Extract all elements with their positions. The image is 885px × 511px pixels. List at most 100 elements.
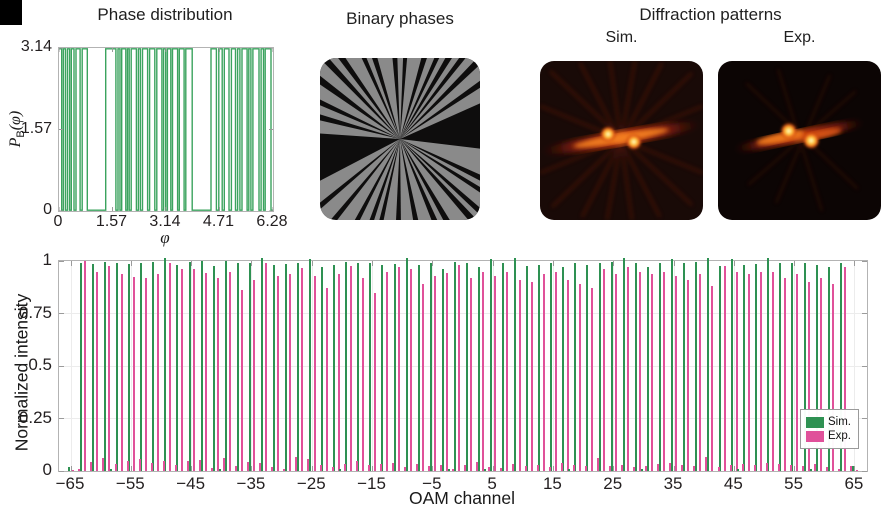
noise-bar-sim [447,469,450,471]
phase-wedge [320,63,400,139]
spectrum-ytick-label: 0 [42,460,52,479]
noise-bar-sim [339,468,342,471]
noise-bar-exp [162,460,165,471]
noise-bar-exp [681,464,684,471]
bar-exp [446,272,449,471]
x-tick-mark [673,466,675,471]
corner-black-box [0,0,22,25]
binary-phase-wheel-image [320,58,480,220]
noise-bar-exp [826,467,828,471]
phase-ytick-label: 3.14 [20,38,52,55]
noise-bar-sim [483,468,486,471]
noise-bar-exp [512,463,515,471]
x-tick-mark-top [372,261,374,266]
phase-wedge [400,139,464,220]
bar-exp [458,265,461,471]
bar-exp [385,271,388,471]
phase-ytick-label: 0 [43,201,52,218]
bar-exp [156,273,159,471]
bar-sim [212,266,215,471]
noise-bar-exp [608,465,611,471]
diffraction-sim-label: Sim. [605,29,638,46]
phase-wedge [320,58,400,139]
x-tick-mark-top [733,261,735,266]
sim-pattern [540,61,703,220]
bar-sim [502,263,504,471]
bar-exp [542,273,545,471]
bar-exp [397,267,400,471]
wheel-wedges [320,58,480,220]
bar-sim [393,264,396,471]
bar-sim [453,262,456,471]
phase-tick-marks [59,48,273,211]
phase-wedge [400,58,480,139]
phase-wedge [320,108,400,139]
spectrum-xtick-label: −15 [357,474,386,493]
y-tick-mark-right [862,418,867,419]
bar-exp [530,282,533,471]
bar-exp [301,268,304,471]
bar-sim [321,267,324,471]
spectrum-xtick-label: −5 [422,474,442,493]
bar-sim [333,265,336,471]
phase-panel-title: Phase distribution [97,5,233,24]
noise-bar-exp [247,461,250,471]
gridline-horizontal [59,418,867,419]
bar-exp [771,271,774,471]
noise-bar-exp [488,466,491,471]
bar-exp [192,269,195,471]
bar-sim [429,263,432,471]
bar-sim [284,264,287,471]
x-tick-mark-top [130,261,132,266]
noise-bar-exp [102,458,105,471]
x-tick-mark-top [613,261,615,266]
x-tick-mark [251,466,253,471]
x-tick-mark-top [311,261,313,266]
phase-xtick-label: 0 [53,213,63,230]
noise-bar-exp [560,462,563,471]
noise-bar-exp [295,457,298,471]
phase-wedge [400,66,480,139]
y-tick-mark [59,470,64,472]
bar-exp [204,272,207,471]
bar-sim [116,263,119,471]
bar-sim [67,466,70,471]
bar-sim [526,266,529,471]
phase-wedge [363,58,400,139]
bar-sim [309,258,312,471]
bar-sim [574,263,577,471]
x-tick-mark [372,466,374,471]
bar-exp [795,273,798,471]
phase-ytick-label: 1.57 [20,119,52,137]
bar-sim [92,264,94,471]
bar-exp [747,273,750,471]
bar-exp [723,266,726,471]
y-tick-mark [59,418,64,419]
noise-bar-sim [218,469,221,471]
phase-ylabel-sub: B [15,130,28,138]
phase-wedge [400,139,480,220]
x-tick-mark [191,466,193,471]
binary-panel-title: Binary phases [346,9,454,28]
bar-exp [807,282,810,471]
bar-exp [651,273,654,471]
noise-bar-exp [126,460,129,471]
noise-bar-exp [536,464,539,471]
bar-exp [120,273,123,471]
bar-exp [180,269,183,471]
bar-sim [164,257,167,471]
spectrum-xtick-label: 15 [542,474,562,493]
bar-sim [128,264,131,471]
phase-wedge [320,139,400,220]
x-tick-mark [794,466,796,471]
legend-row-exp: Exp. [805,430,851,442]
bar-sim [598,263,601,471]
phase-xtick-label: 3.14 [149,213,181,230]
noise-bar-exp [850,466,853,471]
bar-exp [265,263,268,471]
bar-exp [614,273,617,471]
bar-sim [489,258,492,471]
phase-wedge [400,58,480,139]
y-tick-mark [59,365,64,367]
